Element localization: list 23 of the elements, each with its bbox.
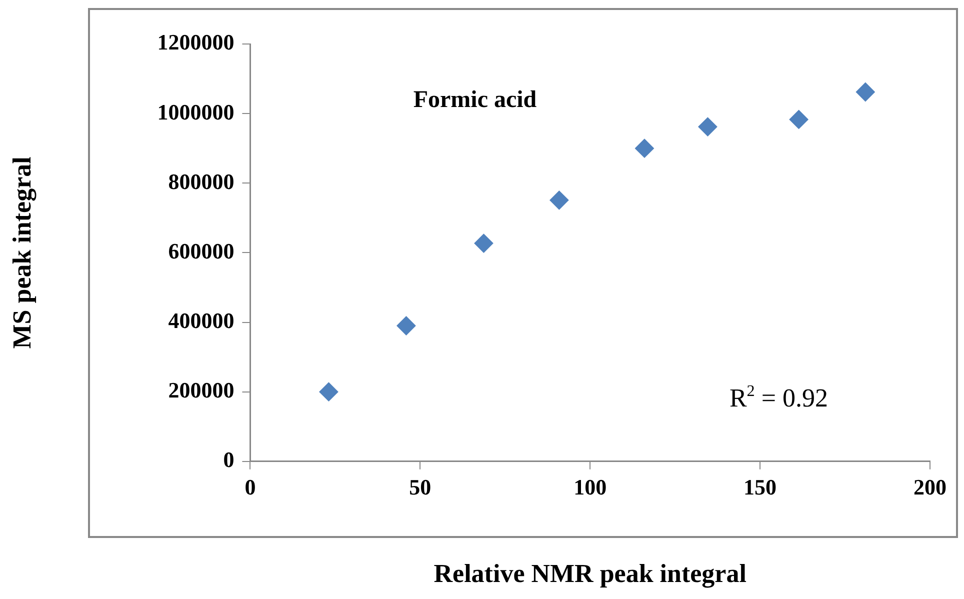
y-tick-label: 800000 xyxy=(168,168,234,194)
x-tick-label: 100 xyxy=(574,474,607,500)
text: Formic acid xyxy=(413,87,538,113)
point xyxy=(550,190,569,210)
y-tick-label: 0 xyxy=(223,447,234,472)
point xyxy=(319,382,338,402)
y-tick-label: 400000 xyxy=(168,308,234,333)
y-tick-label: 200000 xyxy=(168,378,234,403)
x-tick-label: 150 xyxy=(744,474,777,500)
point xyxy=(856,82,875,102)
x-tick-label: 50 xyxy=(409,474,432,500)
point xyxy=(634,138,654,158)
y-tick-label: 1200000 xyxy=(157,30,234,55)
x-tick-label: 200 xyxy=(914,474,946,500)
y-axis-title: MS peak integral xyxy=(7,156,36,349)
x-axis-title: Relative NMR peak integral xyxy=(434,559,746,588)
point xyxy=(474,234,494,253)
point xyxy=(789,110,808,129)
point xyxy=(698,117,718,136)
x-tick-label: 0 xyxy=(244,474,256,500)
point xyxy=(396,316,416,336)
y-tick-label: 600000 xyxy=(168,238,234,264)
y-tick-label: 1000000 xyxy=(157,99,234,124)
